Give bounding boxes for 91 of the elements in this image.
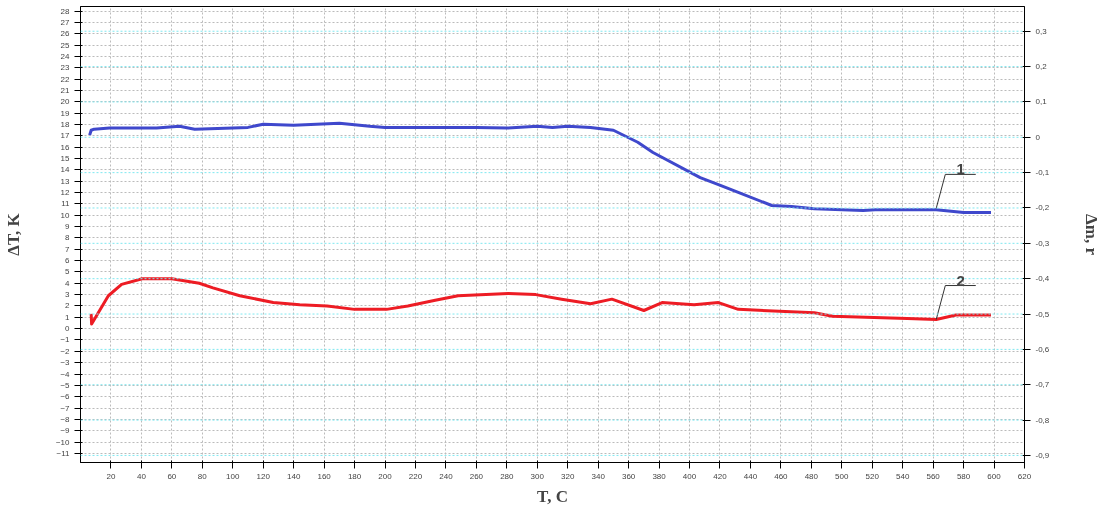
y2-tick-label: -0,4 — [1035, 274, 1050, 284]
y-tick-label: 13 — [60, 176, 71, 186]
y-tick-label: 7 — [65, 244, 71, 254]
x-tick-label: 400 — [682, 471, 697, 481]
y-tick-label: −8 — [60, 414, 71, 424]
x-tick-label: 520 — [865, 471, 880, 481]
y-tick-label: 22 — [60, 74, 71, 84]
y2-tick-label: 0,2 — [1035, 62, 1048, 72]
y-tick-label: 16 — [60, 142, 71, 152]
y-tick-label: −6 — [60, 392, 71, 402]
x-tick-label: 560 — [926, 471, 941, 481]
x-tick-label: 300 — [530, 471, 545, 481]
y-tick-label: 26 — [60, 29, 71, 39]
y2-tick-label: -0,7 — [1035, 380, 1050, 390]
y-tick-label: −2 — [60, 346, 71, 356]
y-tick-label: 20 — [60, 97, 71, 107]
x-tick-label: 340 — [591, 471, 606, 481]
y-tick-label: 25 — [60, 40, 71, 50]
y-tick-label: 23 — [60, 63, 71, 73]
y2-tick-label: -0,9 — [1035, 450, 1050, 460]
x-tick-label: 220 — [408, 471, 423, 481]
x-tick-label: 600 — [987, 471, 1002, 481]
x-tick-label: 180 — [347, 471, 362, 481]
x-tick-label: 140 — [286, 471, 301, 481]
y-tick-label: 11 — [61, 199, 71, 209]
y2-tick-label: -0,2 — [1035, 203, 1050, 213]
x-tick-label: 540 — [896, 471, 910, 481]
y-tick-label: 2 — [65, 301, 71, 311]
y-tick-label: 15 — [60, 154, 71, 163]
y-tick-label: −5 — [60, 380, 71, 390]
line-series — [89, 277, 993, 326]
y-tick-label: 8 — [65, 233, 71, 243]
x-tick-label: 360 — [621, 471, 636, 481]
x-tick-label: 20 — [106, 471, 116, 481]
x-tick-label: 500 — [835, 471, 850, 481]
y-tick-label: −3 — [60, 358, 71, 368]
y-tick-label: 0 — [65, 324, 71, 334]
y-tick-label: 5 — [65, 267, 71, 277]
y-tick-label: −1 — [60, 335, 71, 345]
y-tick-label: 3 — [65, 290, 71, 300]
x-tick-label: 60 — [167, 471, 177, 481]
y-tick-label: 18 — [60, 119, 71, 129]
y-tick-label: 14 — [60, 165, 71, 175]
y-tick-label: 27 — [60, 17, 71, 27]
x-tick-label: 200 — [378, 471, 393, 481]
y2-tick-label: 0 — [1035, 132, 1041, 142]
y2-tick-label: -0,1 — [1035, 168, 1050, 178]
y-tick-label: −9 — [60, 426, 71, 436]
y2-tick-label: 0,3 — [1035, 26, 1048, 36]
x-tick-label: 460 — [774, 471, 789, 481]
x-tick-label: 260 — [469, 471, 484, 481]
y-tick-label: 21 — [60, 85, 71, 95]
x-tick-label: 280 — [500, 471, 515, 481]
y-tick-label: 1 — [65, 312, 71, 322]
x-tick-label: 80 — [197, 471, 208, 481]
y-axis-title: ΔT, K — [3, 212, 23, 256]
y2-tick-label: 0,1 — [1035, 97, 1048, 107]
y-tick-label: 19 — [60, 108, 71, 118]
x-tick-label: 320 — [561, 471, 575, 481]
y-tick-label: 10 — [60, 210, 71, 220]
y-tick-label: −11 — [56, 448, 71, 458]
y-tick-label: −4 — [60, 369, 71, 379]
y-tick-label: 24 — [60, 51, 71, 61]
y2-axis-title: Δm, r — [1082, 214, 1102, 256]
x-tick-label: 380 — [652, 471, 667, 481]
y-tick-label: −10 — [55, 437, 71, 447]
x-tick-label: 620 — [1017, 471, 1032, 481]
y-tick-label: 6 — [65, 256, 71, 266]
x-tick-label: 100 — [226, 471, 240, 481]
x-tick-label: 480 — [804, 471, 819, 481]
line-series — [88, 121, 993, 215]
x-tick-label: 580 — [956, 471, 971, 481]
y-tick-label: 12 — [60, 188, 71, 198]
x-tick-label: 160 — [317, 471, 332, 481]
x-tick-label: 440 — [743, 471, 758, 481]
y-tick-label: 9 — [65, 222, 71, 232]
y-tick-label: −7 — [60, 403, 71, 413]
x-tick-label: 120 — [256, 471, 271, 481]
annotation: 2 — [956, 271, 965, 289]
y2-tick-label: -0,5 — [1035, 309, 1050, 319]
x-axis-title: T, C — [537, 486, 568, 506]
y2-tick-label: -0,8 — [1035, 415, 1050, 425]
x-tick-label: 420 — [713, 471, 728, 481]
x-tick-label: 240 — [439, 471, 454, 481]
y-tick-label: 28 — [60, 6, 71, 16]
x-tick-label: 40 — [136, 471, 147, 481]
y2-tick-label: -0,3 — [1035, 238, 1050, 248]
y-tick-label: 17 — [60, 131, 71, 141]
y-tick-label: 4 — [65, 278, 71, 288]
y2-tick-label: -0,6 — [1035, 344, 1050, 354]
annotation: 1 — [956, 160, 965, 178]
